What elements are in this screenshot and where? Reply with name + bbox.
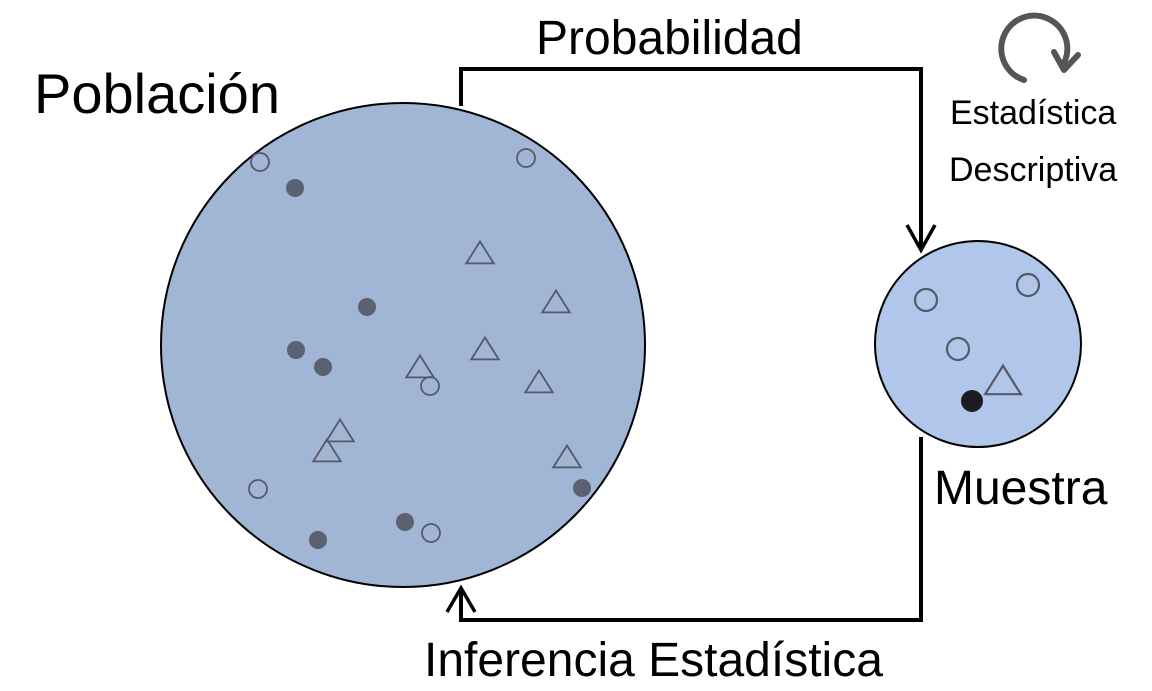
descriptive-label-line2: Descriptiva <box>949 151 1117 189</box>
sample-item-triangle <box>983 363 1023 396</box>
probability-arrow-line <box>459 67 923 250</box>
population-item-filled-dot <box>358 298 376 316</box>
population-markers <box>248 148 591 549</box>
sample-item-open-circle <box>945 336 971 362</box>
population-item-triangle <box>404 353 436 379</box>
probability-arrowhead <box>905 224 937 254</box>
population-circle <box>160 102 646 588</box>
population-item-filled-dot <box>286 179 304 197</box>
sample-item-open-circle <box>913 287 939 313</box>
population-item-filled-dot <box>287 341 305 359</box>
population-item-triangle <box>469 335 501 361</box>
cycle-arrow-icon <box>998 12 1071 83</box>
cycle-arrow-head-icon <box>1051 49 1081 73</box>
sample-label: Muestra <box>934 462 1108 515</box>
population-item-open-circle <box>421 523 441 543</box>
population-item-open-circle <box>248 479 268 499</box>
population-item-triangle <box>540 288 572 314</box>
inference-label: Inferencia Estadística <box>424 634 883 687</box>
probability-label: Probabilidad <box>536 12 803 65</box>
population-item-filled-dot <box>396 513 414 531</box>
population-item-open-circle <box>516 148 536 168</box>
population-item-triangle <box>551 443 583 469</box>
sample-circle <box>874 240 1082 448</box>
population-item-triangle <box>523 368 555 394</box>
inference-arrowhead <box>445 584 477 613</box>
sample-item-open-circle <box>1015 272 1041 298</box>
descriptive-label-line1: Estadística <box>950 94 1116 132</box>
population-item-filled-dot <box>309 531 327 549</box>
population-item-open-circle <box>420 376 440 396</box>
population-item-triangle <box>324 417 356 443</box>
population-item-open-circle <box>250 152 270 172</box>
population-item-filled-dot <box>314 358 332 376</box>
population-item-triangle <box>464 239 496 265</box>
sample-markers <box>913 272 1041 412</box>
sample-item-filled-dot <box>961 390 983 412</box>
population-item-filled-dot <box>573 479 591 497</box>
inference-arrow-line <box>459 437 923 622</box>
population-item-triangle <box>311 437 343 463</box>
population-label: Población <box>34 62 280 125</box>
